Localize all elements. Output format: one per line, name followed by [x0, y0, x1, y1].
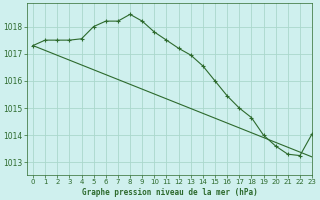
X-axis label: Graphe pression niveau de la mer (hPa): Graphe pression niveau de la mer (hPa)	[82, 188, 257, 197]
